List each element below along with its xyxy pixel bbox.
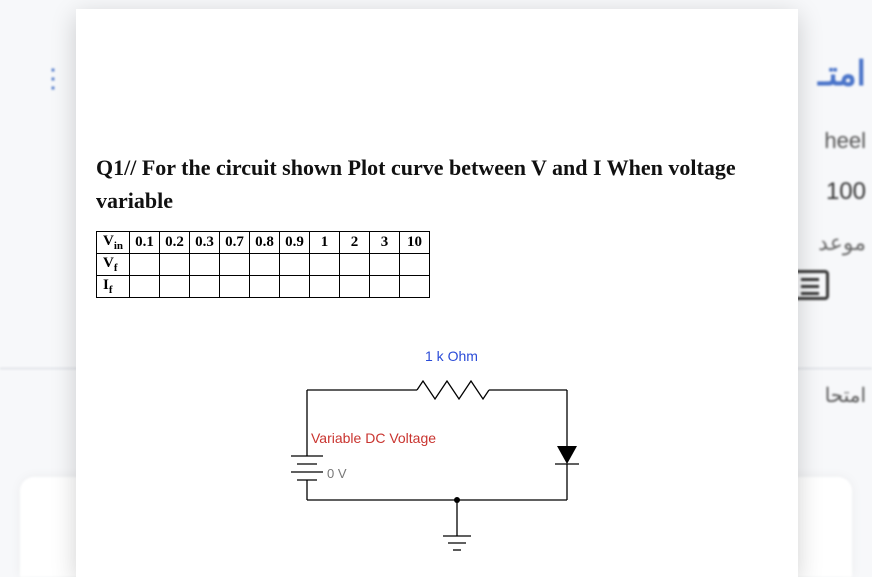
vin-cell: 10 <box>400 232 430 254</box>
vin-cell: 3 <box>370 232 400 254</box>
empty-cell <box>370 276 400 298</box>
vin-cell: 0.3 <box>190 232 220 254</box>
empty-cell <box>130 254 160 276</box>
vin-cell: 0.2 <box>160 232 190 254</box>
empty-cell <box>190 276 220 298</box>
empty-cell <box>370 254 400 276</box>
empty-cell <box>310 254 340 276</box>
table-row-vin: Vin 0.1 0.2 0.3 0.7 0.8 0.9 1 2 3 10 <box>97 232 430 254</box>
question-modal: Q1// For the circuit shown Plot curve be… <box>76 9 798 577</box>
empty-cell <box>400 254 430 276</box>
empty-cell <box>220 276 250 298</box>
empty-cell <box>340 254 370 276</box>
bg-heel: heel <box>793 128 866 154</box>
empty-cell <box>400 276 430 298</box>
vin-cell: 0.8 <box>250 232 280 254</box>
vin-cell: 0.9 <box>280 232 310 254</box>
row-header-vin: Vin <box>97 232 130 254</box>
empty-cell <box>190 254 220 276</box>
bg-exam: امتحا <box>793 383 866 408</box>
vin-cell: 0.1 <box>130 232 160 254</box>
more-icon[interactable]: ⋮ <box>40 64 62 94</box>
row-header-vf: Vf <box>97 254 130 276</box>
empty-cell <box>250 276 280 298</box>
empty-cell <box>340 276 370 298</box>
source-label: Variable DC Voltage <box>311 430 436 446</box>
bg-title-fragment: امتـ <box>793 54 866 94</box>
empty-cell <box>220 254 250 276</box>
background-sidebar: امتـ heel 100 موعد امتحا <box>787 0 872 577</box>
resistor-label: 1 k Ohm <box>425 348 478 364</box>
row-header-if: If <box>97 276 130 298</box>
vin-cell: 1 <box>310 232 340 254</box>
empty-cell <box>250 254 280 276</box>
empty-cell <box>280 254 310 276</box>
empty-cell <box>280 276 310 298</box>
circuit-svg <box>267 360 601 570</box>
bg-deadline: موعد <box>793 230 866 256</box>
question-text: Q1// For the circuit shown Plot curve be… <box>96 151 772 217</box>
empty-cell <box>160 276 190 298</box>
vin-cell: 0.7 <box>220 232 250 254</box>
notes-icon[interactable] <box>793 270 866 305</box>
empty-cell <box>310 276 340 298</box>
table-row-vf: Vf <box>97 254 430 276</box>
table-row-if: If <box>97 276 430 298</box>
vin-cell: 2 <box>340 232 370 254</box>
zero-volt-label: 0 V <box>327 466 347 481</box>
circuit-diagram: 1 k Ohm Variable DC Voltage 0 V <box>267 360 601 570</box>
data-table: Vin 0.1 0.2 0.3 0.7 0.8 0.9 1 2 3 10 Vf … <box>96 231 430 298</box>
empty-cell <box>160 254 190 276</box>
bg-hundred: 100 <box>793 178 866 206</box>
empty-cell <box>130 276 160 298</box>
